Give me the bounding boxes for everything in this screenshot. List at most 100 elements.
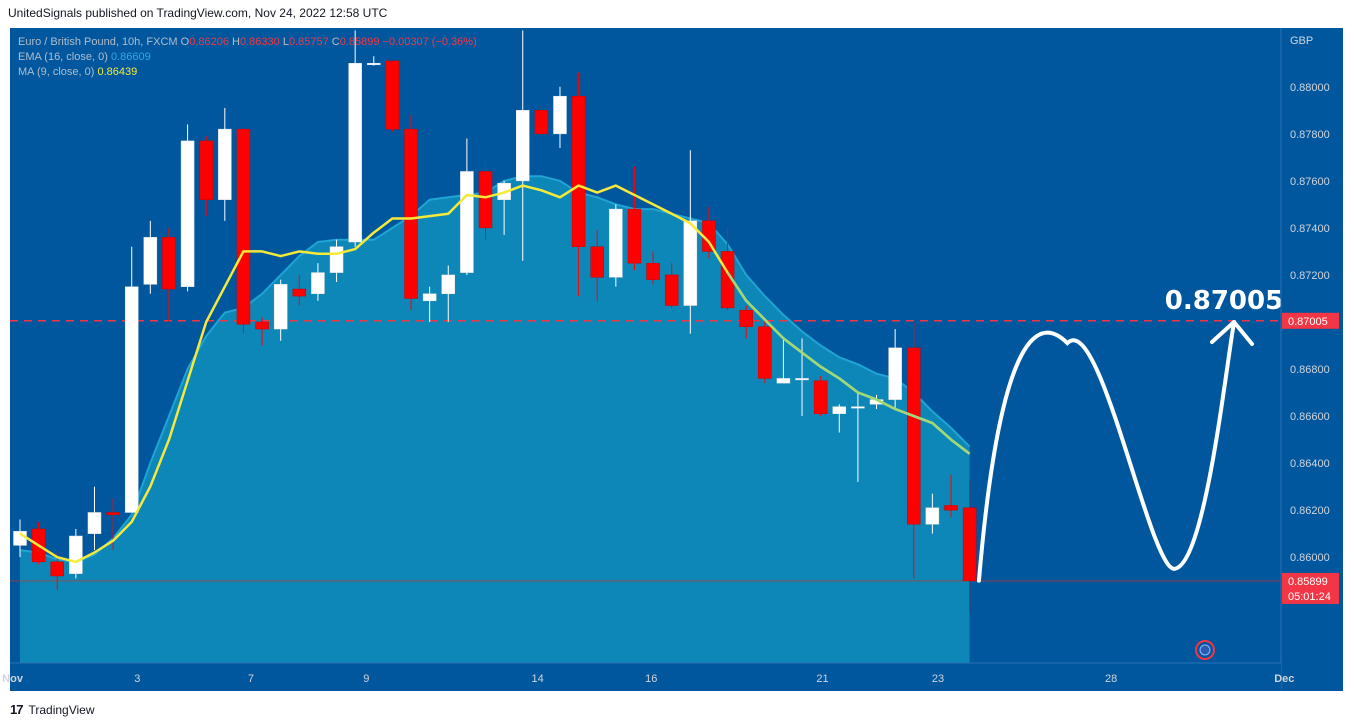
candle-body bbox=[944, 505, 958, 511]
legend-ma-row[interactable]: MA (9, close, 0) 0.86439 bbox=[18, 65, 477, 80]
candle-body bbox=[441, 274, 456, 295]
chart-legend: Euro / British Pound, 10h, FXCM O0.86206… bbox=[18, 35, 477, 80]
currency-label: GBP bbox=[1290, 35, 1313, 47]
candle-body bbox=[422, 293, 437, 302]
price-tick-label: 0.88000 bbox=[1290, 82, 1330, 94]
legend-open-label: O bbox=[180, 36, 190, 48]
tradingview-logo-icon[interactable]: 17 bbox=[10, 702, 24, 717]
legend-close: 0.85899 bbox=[339, 36, 380, 48]
legend-ma-label: MA (9, close, 0) bbox=[18, 66, 95, 78]
candle-body bbox=[851, 406, 865, 409]
target-price-label: 0.87005 bbox=[1165, 286, 1283, 316]
legend-symbol-row: Euro / British Pound, 10h, FXCM O0.86206… bbox=[18, 35, 477, 50]
projection-arrowhead bbox=[1210, 319, 1255, 346]
legend-ema-label: EMA (16, close, 0) bbox=[18, 51, 108, 63]
footer: 17 TradingView bbox=[10, 702, 95, 717]
legend-ma-value: 0.86439 bbox=[97, 66, 138, 78]
legend-low-label: L bbox=[282, 36, 289, 48]
last-price-badge bbox=[1282, 572, 1339, 604]
candle-body bbox=[683, 220, 698, 306]
candle-body bbox=[832, 406, 847, 414]
candle-body bbox=[478, 171, 493, 229]
candle-body bbox=[180, 140, 195, 287]
event-marker-icon bbox=[1195, 640, 1215, 660]
time-tick-label: Nov bbox=[2, 673, 24, 685]
candle-body bbox=[627, 208, 642, 264]
legend-open: 0.86206 bbox=[189, 36, 229, 48]
candle-body bbox=[534, 110, 549, 135]
target-price-badge bbox=[1282, 312, 1339, 329]
candle-body bbox=[143, 237, 158, 285]
candle-body bbox=[776, 378, 791, 384]
price-tick-label: 0.87400 bbox=[1290, 223, 1330, 235]
candle-body bbox=[236, 128, 251, 325]
candle-body bbox=[962, 507, 977, 581]
legend-low: 0.85757 bbox=[288, 36, 329, 48]
legend-symbol[interactable]: Euro / British Pound, 10h, FXCM bbox=[18, 36, 178, 48]
price-tick-label: 0.86000 bbox=[1290, 552, 1330, 564]
candle-body bbox=[925, 507, 940, 525]
time-tick-label: 7 bbox=[248, 673, 254, 685]
time-tick-label: Dec bbox=[1274, 673, 1294, 685]
countdown-label: 05:01:24 bbox=[1288, 591, 1331, 603]
legend-change: −0.00307 (−0.36%) bbox=[382, 36, 477, 48]
candle-body bbox=[124, 286, 139, 513]
candle-body bbox=[292, 288, 307, 297]
candle-body bbox=[795, 378, 809, 381]
price-tick-label: 0.87800 bbox=[1290, 129, 1330, 141]
time-tick-label: 9 bbox=[363, 673, 369, 685]
legend-high-label: H bbox=[232, 36, 240, 48]
candle-body bbox=[87, 512, 102, 534]
candle-body bbox=[50, 561, 64, 577]
legend-ema-value: 0.86609 bbox=[110, 51, 151, 63]
publisher-caption: UnitedSignals published on TradingView.c… bbox=[8, 6, 388, 20]
candle-body bbox=[739, 309, 753, 327]
legend-high: 0.86330 bbox=[239, 36, 280, 48]
candle-body bbox=[106, 512, 120, 516]
candle-body bbox=[218, 128, 232, 200]
candle-body bbox=[255, 321, 269, 330]
plot-area bbox=[10, 30, 1280, 663]
candle-body bbox=[813, 380, 828, 414]
time-tick-label: 14 bbox=[532, 673, 544, 685]
time-tick-label: 28 bbox=[1105, 673, 1117, 685]
candle-body bbox=[273, 284, 288, 330]
candle-body bbox=[907, 347, 921, 525]
candle-body bbox=[329, 246, 344, 273]
candle-body bbox=[385, 60, 400, 130]
candle-body bbox=[664, 274, 679, 306]
candle-body bbox=[460, 171, 474, 273]
candle-body bbox=[404, 128, 418, 299]
candle-body bbox=[199, 140, 213, 200]
candle-body bbox=[888, 347, 902, 400]
candle-body bbox=[609, 208, 623, 278]
price-tick-label: 0.86400 bbox=[1290, 458, 1330, 470]
candle-body bbox=[311, 272, 325, 295]
time-axis-bg bbox=[10, 663, 1281, 691]
price-tick-label: 0.86200 bbox=[1290, 505, 1330, 517]
candle-body bbox=[571, 95, 586, 247]
ema-line bbox=[726, 271, 971, 455]
candle-body bbox=[69, 535, 83, 574]
candle-body bbox=[367, 63, 381, 66]
candle-body bbox=[162, 237, 176, 290]
price-tick-label: 0.87600 bbox=[1290, 176, 1330, 188]
candle-body bbox=[348, 63, 362, 243]
projection-curve bbox=[976, 319, 1237, 583]
candle-body bbox=[515, 110, 530, 182]
time-tick-label: 23 bbox=[932, 673, 944, 685]
price-tick-label: 0.86800 bbox=[1290, 364, 1330, 376]
target-price-badge-text: 0.87005 bbox=[1288, 316, 1328, 328]
candle-body bbox=[13, 531, 27, 546]
candle-body bbox=[646, 262, 660, 280]
candle-body bbox=[758, 326, 772, 379]
footer-brand[interactable]: TradingView bbox=[28, 702, 95, 717]
time-tick-label: 21 bbox=[816, 673, 828, 685]
legend-ema-row[interactable]: EMA (16, close, 0) 0.86609 bbox=[18, 50, 477, 65]
price-tick-label: 0.87200 bbox=[1290, 270, 1330, 282]
legend-close-label: C bbox=[331, 36, 340, 48]
candle-body bbox=[590, 246, 604, 278]
last-price-badge-text: 0.85899 bbox=[1288, 576, 1328, 588]
event-marker-icon-inner bbox=[1199, 644, 1211, 656]
